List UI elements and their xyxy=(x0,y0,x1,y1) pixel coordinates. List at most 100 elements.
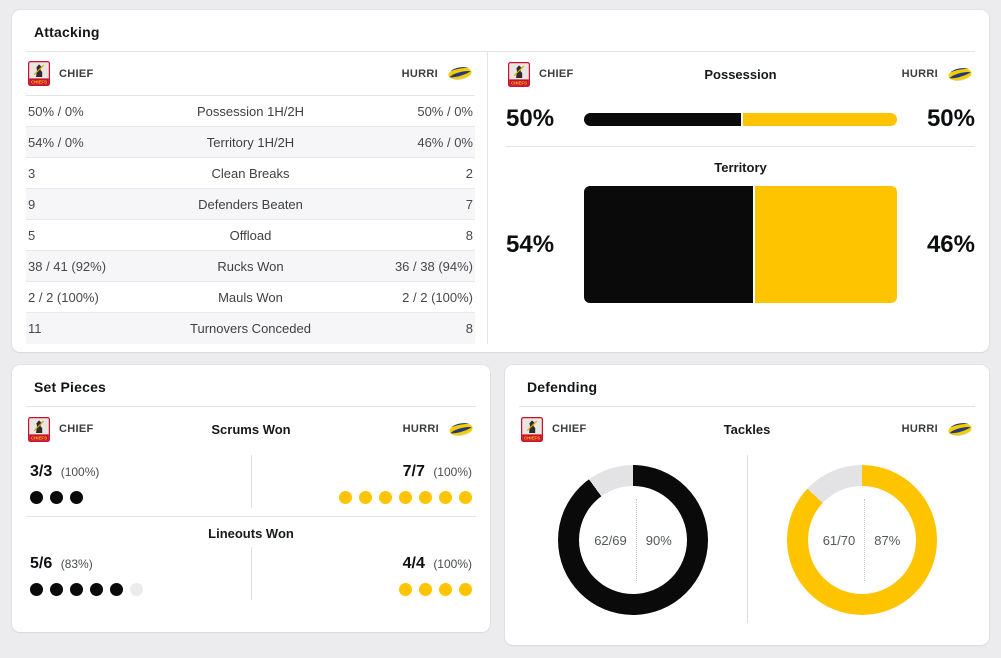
hurricanes-logo-icon xyxy=(448,421,474,437)
scrums-home-score: 3/3 xyxy=(30,463,53,480)
donut-center-divider xyxy=(864,499,866,581)
stat-row: 50% / 0% Possession 1H/2H 50% / 0% xyxy=(26,96,475,127)
stat-row: 3 Clean Breaks 2 xyxy=(26,158,475,189)
tackles-home-donut-chart: 62/69 90% xyxy=(558,465,708,615)
possession-chart-title: Possession xyxy=(704,66,777,82)
section-title-defending: Defending xyxy=(527,379,598,395)
lineouts-stats: 5/6 (83%) 4/4 (100%) xyxy=(26,543,476,600)
section-title-set-pieces: Set Pieces xyxy=(34,379,107,395)
won-dot xyxy=(399,583,412,596)
territory-bar-away-segment xyxy=(755,186,897,303)
bottom-panels-row: Set Pieces CHIEF Scrums Won HURRI 3/3 (1 xyxy=(12,365,989,645)
stat-away-value: 46% / 0% xyxy=(417,134,473,150)
territory-bar-row: 54% 46% xyxy=(506,186,975,303)
scrums-won-title: Scrums Won xyxy=(211,421,291,437)
team-home-abbr: CHIEF xyxy=(59,67,94,80)
tackles-charts: 62/69 90% 61/70 87% xyxy=(519,455,975,623)
stat-home-value: 54% / 0% xyxy=(28,134,84,150)
stat-label: Territory 1H/2H xyxy=(206,134,295,150)
team-away: HURRI xyxy=(902,421,973,438)
team-home-abbr: CHIEF xyxy=(59,423,94,435)
lineouts-away-score-line: 4/4 (100%) xyxy=(264,555,472,573)
team-away-abbr: HURRI xyxy=(402,423,439,435)
won-dot xyxy=(459,583,472,596)
donut-center-divider xyxy=(635,499,637,581)
stat-away-value: 8 xyxy=(465,321,473,336)
chiefs-logo-icon xyxy=(28,416,50,442)
team-home-abbr: CHIEF xyxy=(539,68,574,80)
stat-rows: 50% / 0% Possession 1H/2H 50% / 0% 54% / 0%… xyxy=(26,96,475,344)
attacking-stats-table: CHIEF HURRI 50% / 0% Possession 1H/2H 50% … xyxy=(26,52,488,344)
stat-label: Clean Breaks xyxy=(211,165,290,181)
tackles-away-donut-chart: 61/70 87% xyxy=(786,465,937,615)
team-away: HURRI xyxy=(902,66,973,83)
won-dot xyxy=(359,491,372,504)
won-dot xyxy=(379,491,392,504)
scrums-home-cell: 3/3 (100%) xyxy=(26,455,251,508)
table-team-header: CHIEF HURRI xyxy=(26,52,475,96)
stat-row: 5 Offload 8 xyxy=(26,220,475,251)
team-away-abbr: HURRI xyxy=(901,68,938,80)
tackles-home-pct: 90% xyxy=(645,532,672,548)
won-dot xyxy=(70,491,83,504)
stat-label: Turnovers Conceded xyxy=(190,321,311,336)
won-dot xyxy=(70,583,83,596)
scrums-home-pct: (100%) xyxy=(60,465,100,479)
stat-home-value: 9 xyxy=(28,196,36,212)
won-dot xyxy=(110,583,123,596)
chart-team-header: CHIEF Possession HURRI xyxy=(506,52,975,96)
won-dot xyxy=(419,583,432,596)
stat-away-value: 36 / 38 (94%) xyxy=(394,258,473,274)
stat-row: 9 Defenders Beaten 7 xyxy=(26,189,475,220)
stat-home-value: 5 xyxy=(28,227,36,243)
stat-label: Possession 1H/2H xyxy=(197,103,304,119)
territory-home-pct: 54% xyxy=(506,230,555,258)
won-dot xyxy=(439,491,452,504)
possession-bar-row: 50% 50% xyxy=(506,96,975,142)
territory-bar-home-segment xyxy=(584,186,754,303)
possession-bar-away-segment xyxy=(742,112,897,126)
stat-row: 38 / 41 (92%) Rucks Won 36 / 38 (94%) xyxy=(26,251,475,282)
tackles-title: Tackles xyxy=(723,421,771,437)
chiefs-logo-icon xyxy=(28,61,50,86)
hurricanes-logo-icon xyxy=(947,66,973,82)
possession-away-pct: 50% xyxy=(926,105,975,132)
possession-home-pct: 50% xyxy=(506,105,555,132)
team-away-abbr: HURRI xyxy=(401,67,438,80)
stat-label: Mauls Won xyxy=(218,289,283,305)
territory-chart-title: Territory xyxy=(714,160,767,175)
team-away: HURRI xyxy=(402,65,473,82)
lineouts-home-cell: 5/6 (83%) xyxy=(26,547,251,600)
tackles-home-donut-center: 62/69 90% xyxy=(579,486,687,594)
stat-away-value: 8 xyxy=(465,227,473,243)
lineouts-away-score: 4/4 xyxy=(402,555,425,572)
won-dot xyxy=(459,491,472,504)
stat-row: 54% / 0% Territory 1H/2H 46% / 0% xyxy=(26,127,475,158)
hurricanes-logo-icon xyxy=(447,65,473,82)
stat-away-value: 2 / 2 (100%) xyxy=(402,289,473,305)
scrums-home-dots xyxy=(30,491,239,504)
stat-row: 11 Turnovers Conceded 8 xyxy=(26,313,475,344)
chiefs-logo-icon xyxy=(508,61,530,87)
tackles-home-ratio: 62/69 xyxy=(594,532,627,548)
defending-panel: Defending CHIEF Tackles HURRI 62/69 xyxy=(505,365,989,645)
tackles-away-donut-center: 61/70 87% xyxy=(807,486,916,594)
scrums-stats: 3/3 (100%) 7/7 (100%) xyxy=(26,451,476,508)
tackles-away-pct: 87% xyxy=(874,532,901,548)
won-dot xyxy=(419,491,432,504)
won-dot xyxy=(399,491,412,504)
stat-home-value: 38 / 41 (92%) xyxy=(28,258,107,274)
stat-label: Rucks Won xyxy=(217,258,284,274)
lineouts-away-pct: (100%) xyxy=(433,557,472,571)
won-dot xyxy=(439,583,452,596)
team-home: CHIEF xyxy=(28,416,94,442)
set-pieces-team-header: CHIEF Scrums Won HURRI xyxy=(26,407,476,451)
territory-away-pct: 46% xyxy=(926,230,975,258)
attacking-content: CHIEF HURRI 50% / 0% Possession 1H/2H 50% … xyxy=(26,52,975,344)
missed-dot xyxy=(130,583,143,596)
won-dot xyxy=(30,583,43,596)
team-home: CHIEF xyxy=(521,416,587,442)
lineouts-away-cell: 4/4 (100%) xyxy=(251,547,476,600)
scrums-away-dots xyxy=(264,491,472,504)
